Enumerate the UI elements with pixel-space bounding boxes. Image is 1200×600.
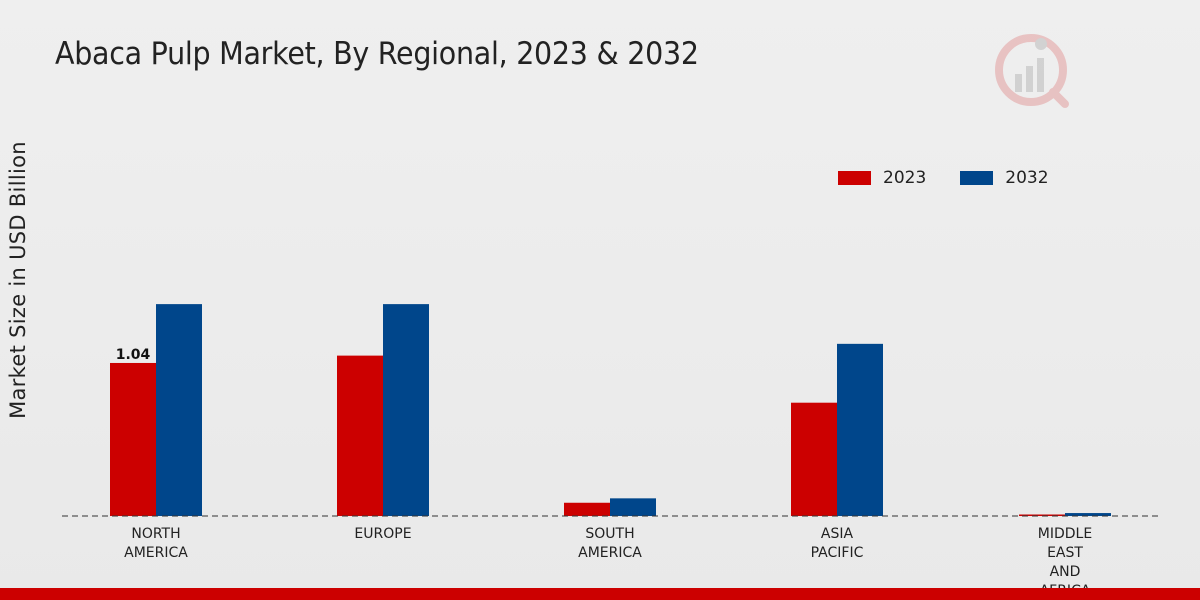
legend-item-2032: 2032	[960, 168, 1049, 188]
brand-logo-icon	[995, 34, 1069, 108]
legend-item-2023: 2023	[838, 168, 926, 188]
legend-swatch-2032	[960, 171, 994, 185]
bar-europe-2032	[383, 304, 429, 516]
bar-south-america-2032	[610, 498, 656, 516]
labels-layer: NORTH AMERICA EUROPE SOUTH AMERICA ASIA PACIFI…	[116, 347, 1092, 599]
legend-swatch-2023	[838, 171, 871, 185]
legend-label-2032: 2032	[1005, 168, 1049, 188]
bar-middle-east-and-africa-2023	[1019, 514, 1065, 516]
bar-north-america-2032	[156, 304, 202, 516]
bar-south-america-2023	[564, 502, 610, 516]
bars-layer	[110, 304, 1111, 516]
bar-middle-east-and-africa-2032	[1065, 513, 1111, 516]
chart-title: Abaca Pulp Market, By Regional, 2023 & 2…	[55, 36, 699, 72]
bar-asia-pacific-2032	[837, 343, 883, 516]
bottom-accent-bar	[0, 588, 1200, 600]
legend: 2023 2032	[838, 168, 1049, 188]
bar-asia-pacific-2023	[791, 402, 837, 516]
x-tick-label-north-america: NORTH AMERICA	[124, 526, 188, 561]
bar-europe-2023	[337, 355, 383, 516]
data-label-north-america-2023: 1.04	[116, 347, 151, 363]
x-tick-label-asia-pacific: ASIA PACIFIC	[811, 526, 864, 561]
bar-north-america-2023	[110, 362, 156, 516]
x-tick-label-europe: EUROPE	[354, 526, 411, 542]
legend-label-2023: 2023	[883, 168, 927, 188]
x-tick-label-south-america: SOUTH AMERICA	[578, 526, 642, 561]
